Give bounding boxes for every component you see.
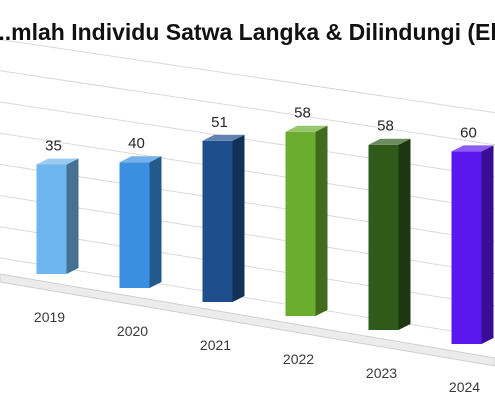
gridline (0, 195, 495, 275)
bar (36, 158, 79, 274)
bar-side-face (398, 138, 411, 330)
category-label: 2024 (449, 379, 480, 395)
data-label: 58 (377, 118, 394, 135)
bar (285, 125, 328, 316)
bar-front-face (368, 144, 399, 330)
bar-front-face (285, 131, 316, 316)
bars (36, 125, 494, 344)
category-label: 2019 (34, 309, 65, 325)
bar (368, 138, 411, 330)
bar-front-face (119, 162, 150, 288)
bar-front-face (451, 151, 482, 344)
chart-floor (0, 273, 495, 367)
bar-top-face (451, 145, 494, 152)
gridline (0, 163, 495, 242)
bar-front-face (202, 140, 233, 302)
bar-side-face (481, 145, 494, 344)
gridlines (0, 39, 495, 339)
category-label: 2022 (283, 351, 314, 367)
bar-top-face (202, 134, 245, 141)
category-label: 2023 (366, 365, 397, 381)
gridline (0, 101, 495, 178)
gridline (0, 39, 495, 114)
data-labels: 35 40 51 58 58 60 (45, 105, 477, 155)
bar (119, 156, 162, 288)
bar-side-face (66, 158, 79, 274)
data-label: 35 (45, 138, 62, 155)
bar-top-face (36, 158, 79, 165)
bar-side-face (315, 125, 328, 316)
bar (202, 134, 245, 302)
bar-side-face (232, 134, 245, 302)
category-label: 2021 (200, 337, 231, 353)
bar-side-face (149, 156, 162, 288)
data-label: 60 (460, 124, 477, 141)
gridline (0, 70, 495, 146)
data-label: 51 (211, 114, 228, 131)
bar-front-face (36, 164, 67, 274)
gridline (0, 132, 495, 210)
data-label: 40 (128, 135, 145, 152)
bar-top-face (368, 138, 411, 145)
chart-title: ...mlah Individu Satwa Langka & Dilindun… (0, 19, 495, 45)
category-labels: 2019 2020 2021 2022 2023 2024 (34, 309, 480, 395)
gridline (0, 257, 495, 339)
floor-plane (0, 273, 495, 367)
bar-top-face (119, 156, 162, 163)
category-label: 2020 (117, 323, 148, 339)
data-label: 58 (294, 105, 311, 122)
gridline (0, 226, 495, 307)
bar-top-face (285, 125, 328, 132)
bar (451, 145, 494, 344)
